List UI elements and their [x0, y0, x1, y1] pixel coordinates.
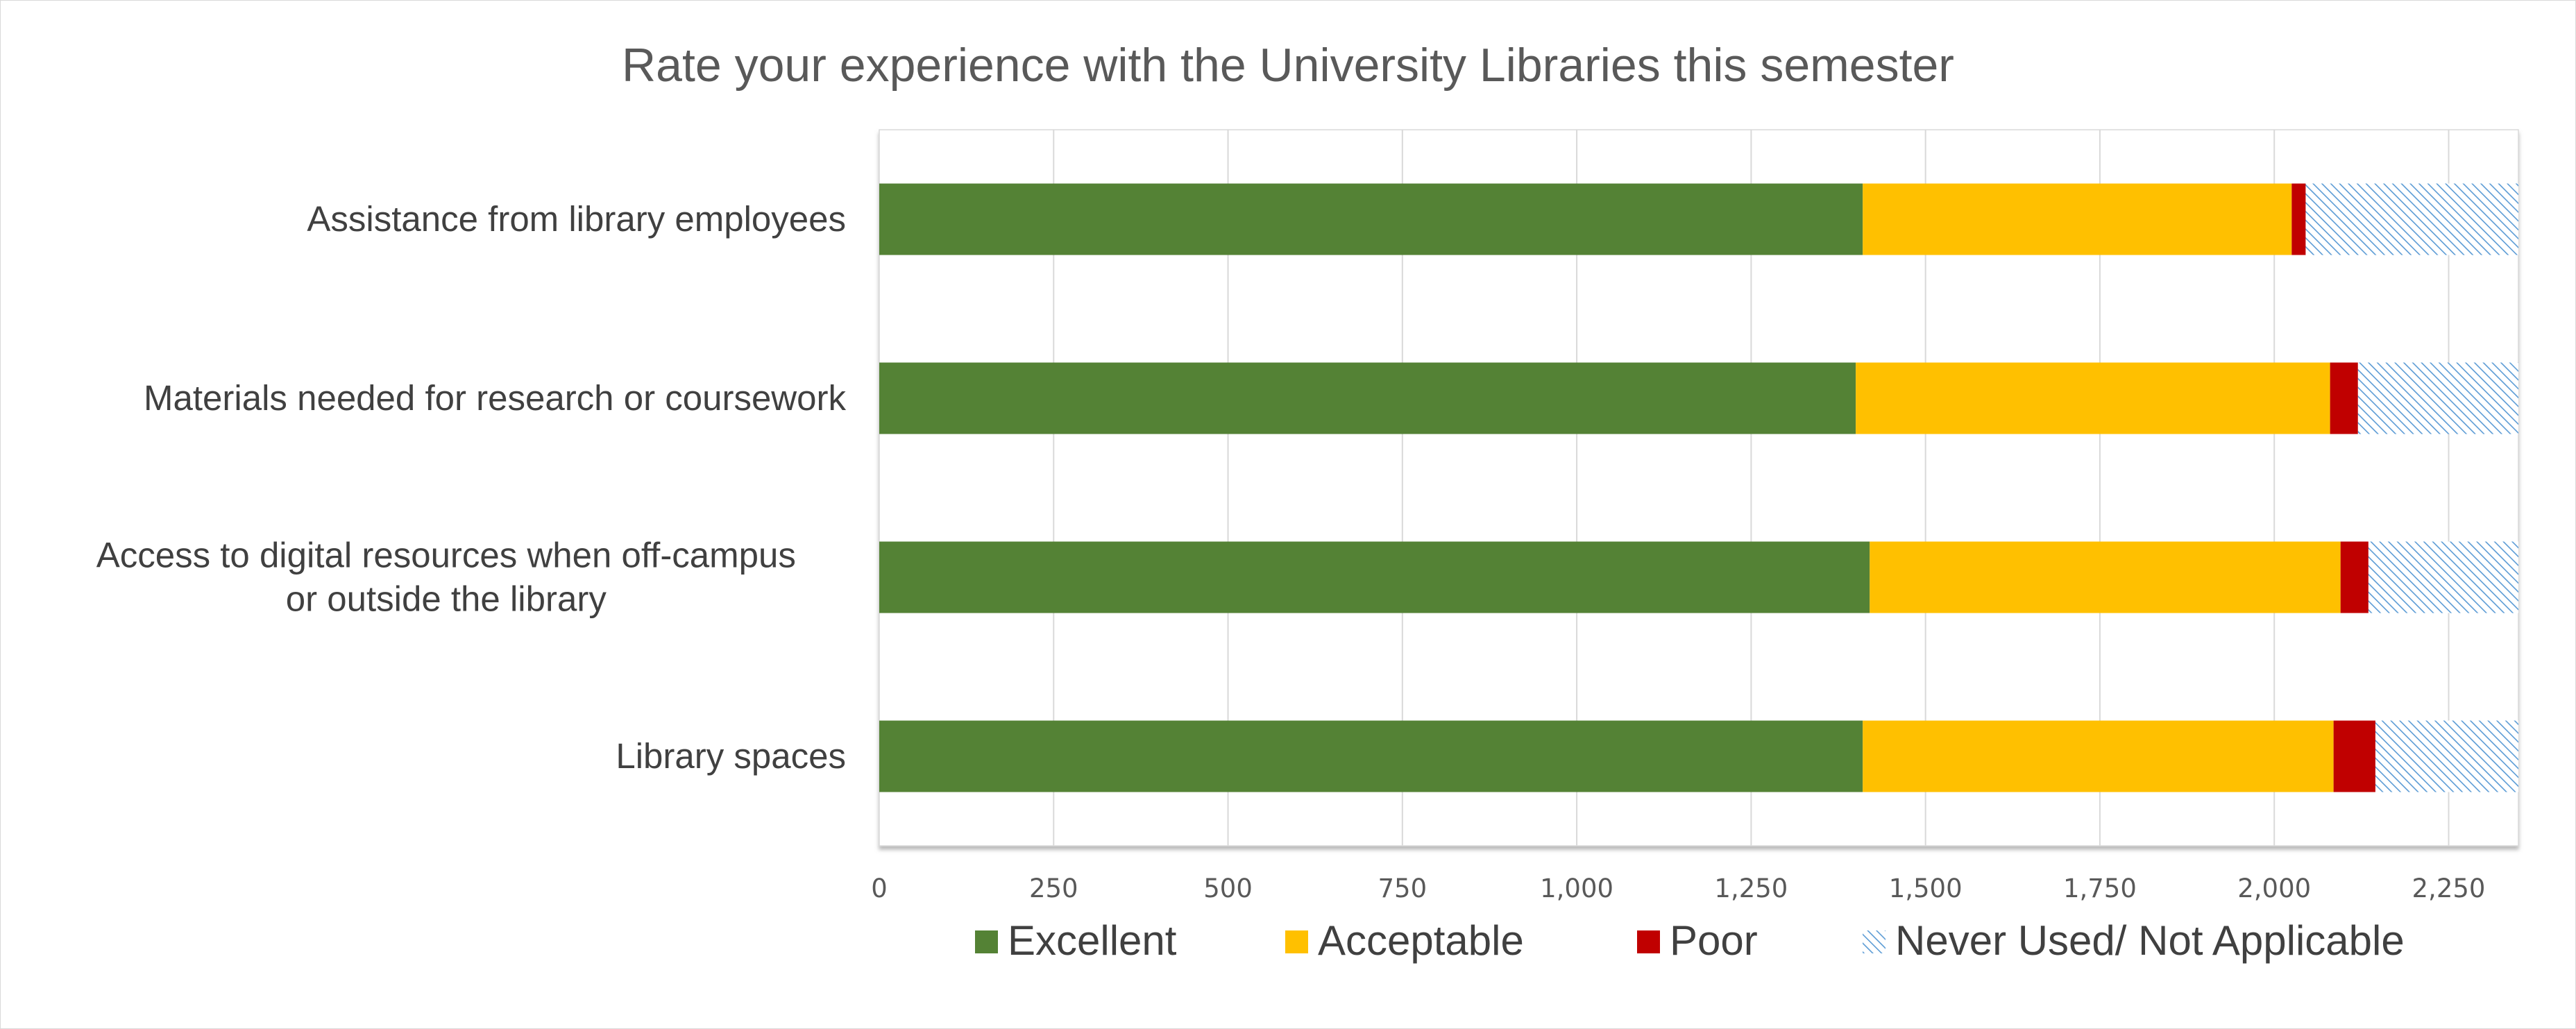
x-tick-label: 250 [1029, 874, 1078, 903]
x-tick-label: 1,250 [1714, 874, 1788, 903]
legend-label: Acceptable [1318, 917, 1524, 964]
bars [879, 183, 2518, 792]
x-tick-label: 1,750 [2063, 874, 2137, 903]
legend-swatch [1863, 930, 1886, 953]
bar-excellent [879, 362, 1856, 434]
x-tick-label: 500 [1203, 874, 1253, 903]
category-label: Access to digital resources when off-cam… [96, 536, 796, 619]
bar-poor [2333, 720, 2375, 792]
bar-excellent [879, 541, 1870, 613]
category-label: Assistance from library employees [307, 199, 846, 239]
bar-never-used-not-applicable [2368, 541, 2518, 613]
bar-acceptable [1870, 541, 2341, 613]
legend-swatch [975, 930, 998, 953]
x-tick-label: 750 [1378, 874, 1427, 903]
legend-swatch [1285, 930, 1308, 953]
legend-label: Never Used/ Not Applicable [1895, 917, 2405, 964]
category-label: Library spaces [616, 736, 846, 776]
category-labels: Assistance from library employees Materia… [96, 199, 847, 776]
legend-label: Poor [1670, 917, 1758, 964]
x-axis-ticks: 0 250 500 750 1,000 1,250 1,500 1,750 2,000 2,250 [871, 874, 2485, 903]
bar-never-used-not-applicable [2375, 720, 2518, 792]
legend-swatch [1637, 930, 1660, 953]
legend-label: Excellent [1008, 917, 1177, 964]
x-tick-label: 2,000 [2237, 874, 2311, 903]
category-label: Materials needed for research or coursew… [144, 378, 846, 418]
x-tick-label: 1,500 [1889, 874, 1963, 903]
bar-acceptable [1863, 720, 2334, 792]
bar-poor [2340, 541, 2369, 613]
bar-poor [2291, 183, 2306, 255]
bar-acceptable [1856, 362, 2330, 434]
chart-title: Rate your experience with the University… [622, 39, 1954, 92]
bar-excellent [879, 183, 1863, 255]
x-tick-label: 0 [871, 874, 888, 903]
bar-never-used-not-applicable [2305, 183, 2518, 255]
bar-never-used-not-applicable [2357, 362, 2518, 434]
bar-acceptable [1863, 183, 2292, 255]
x-tick-label: 1,000 [1540, 874, 1613, 903]
bar-poor [2330, 362, 2358, 434]
x-tick-label: 2,250 [2412, 874, 2486, 903]
legend: Excellent Acceptable Poor Never Used/ Not A… [975, 917, 2405, 964]
bar-excellent [879, 720, 1863, 792]
